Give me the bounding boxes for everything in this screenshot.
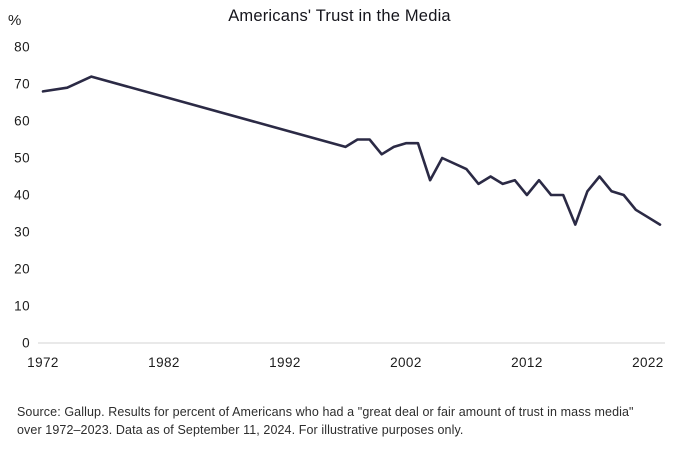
y-tick-label: 70 — [14, 77, 30, 92]
x-tick-label: 1972 — [27, 355, 59, 370]
x-tick-label: 1982 — [148, 355, 180, 370]
chart-title: Americans' Trust in the Media — [228, 7, 451, 25]
y-tick-label: 10 — [14, 299, 30, 314]
y-tick-label: 30 — [14, 225, 30, 240]
y-tick-label: 80 — [14, 40, 30, 55]
x-tick-label: 2012 — [511, 355, 543, 370]
y-tick-label: 0 — [22, 336, 30, 351]
y-tick-label: 40 — [14, 188, 30, 203]
trust-line-series — [41, 75, 662, 226]
trust-line-chart: 0 10 20 30 40 50 60 70 80% 1972 1982 1992 2002 2012 20… — [8, 12, 665, 370]
source-note: Source: Gallup. Results for percent of A… — [17, 405, 634, 438]
x-tick-label: 1992 — [269, 355, 301, 370]
y-tick-label: 20 — [14, 262, 30, 277]
y-tick-label: 50 — [14, 151, 30, 166]
y-tick-label: 60 — [14, 114, 30, 129]
x-tick-label: 2022 — [632, 355, 664, 370]
y-axis-unit-label: % — [8, 12, 22, 29]
x-tick-label: 2002 — [390, 355, 422, 370]
